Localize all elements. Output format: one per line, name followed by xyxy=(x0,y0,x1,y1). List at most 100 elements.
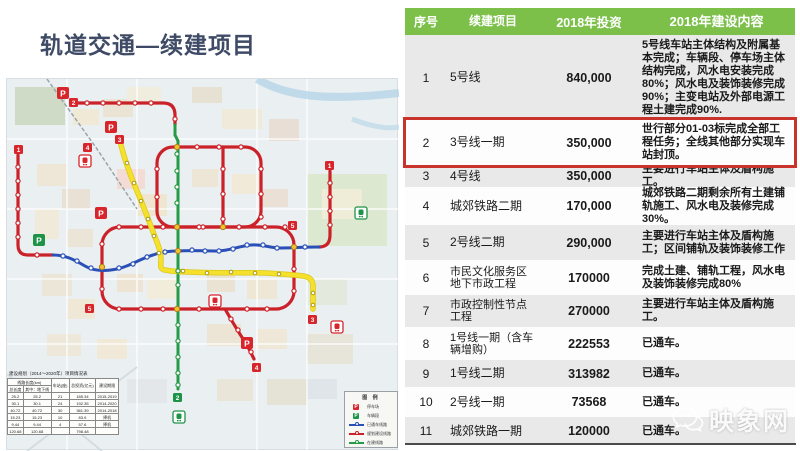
watermark-text: 映象网 xyxy=(708,408,790,436)
train-depot-icon-red xyxy=(208,294,222,308)
svg-text:5: 5 xyxy=(291,223,295,230)
inset-row: 40.72 40.72 30 361.39 2014-2018 xyxy=(7,406,119,414)
inset-row: 15.23 15.23 10 83.9 择机 xyxy=(7,413,119,421)
planned-line-swatch xyxy=(348,431,364,435)
site-watermark: 映象网 xyxy=(671,402,790,438)
header-investment: 2018年投资 xyxy=(556,16,622,30)
row-content: 5号线车站主体结构及附属基本完成；车辆段、停车场主体结构完成，风水电安装完成80… xyxy=(642,38,786,116)
svg-text:1: 1 xyxy=(17,147,21,154)
metro-line-yellow xyxy=(118,142,316,312)
svg-text:P: P xyxy=(98,209,104,219)
legend-label: 在建线路 xyxy=(367,439,383,445)
row-investment: 170000 xyxy=(568,270,610,285)
legend-item: 已通车线路 xyxy=(348,420,394,429)
row-no: 9 xyxy=(422,366,430,381)
row-investment: 120000 xyxy=(568,424,610,438)
inset-col-period: 建设期限 xyxy=(95,378,119,393)
row-investment: 170,000 xyxy=(566,199,612,213)
row-project: 城郊铁路一期 xyxy=(450,423,523,438)
header-project: 续建项目 xyxy=(468,14,517,28)
inset-row: 30.1 30.1 24 192.35 2014-2020 xyxy=(7,399,119,407)
row-content: 已通车。 xyxy=(642,395,686,408)
parking-icon-red: P xyxy=(57,87,69,99)
header-content: 2018年建设内容 xyxy=(669,14,764,29)
legend-item: 在建线路 xyxy=(348,438,394,447)
table-row: 11 城郊铁路一期 120000 已通车。 xyxy=(405,417,795,445)
legend-label: 已通车线路 xyxy=(367,421,387,427)
svg-text:P: P xyxy=(60,89,66,99)
metro-map: P P P P P 2 1 1 3 3 4 4 5 5 2 xyxy=(6,78,399,451)
table-row: 3 4号线 350,000 主要进行车站主体及盾构施工。 xyxy=(405,163,795,188)
row-investment: 73568 xyxy=(571,395,607,409)
table-row: 6 市民文化服务区地下市政工程 170000 完成土建、铺轨工程，风水电及装饰装… xyxy=(405,260,795,295)
svg-text:4: 4 xyxy=(255,365,259,372)
parking-icon-red: P xyxy=(241,337,253,349)
row-investment: 840,000 xyxy=(566,70,612,85)
parking-markers: P P P P P xyxy=(33,87,253,349)
legend-item: P 停车场 xyxy=(348,402,394,411)
table-header-row: 序号 续建项目 2018年投资 2018年建设内容 xyxy=(405,8,795,35)
legend-label: 规划建设线路 xyxy=(367,430,391,436)
parking-red-swatch: P xyxy=(353,403,359,410)
row-investment: 222553 xyxy=(568,336,610,351)
line-badge-1: 1 xyxy=(325,161,334,170)
stations-yellow xyxy=(124,160,316,308)
line-badge-2: 2 xyxy=(69,98,78,107)
depot-green-swatch: P xyxy=(353,412,359,419)
svg-text:P: P xyxy=(244,339,250,349)
svg-text:4: 4 xyxy=(86,145,90,152)
river-branch xyxy=(351,116,399,131)
row-project: 城郊铁路二期 xyxy=(450,198,523,213)
table-row: 5 2号线二期 290,000 主要进行车站主体及盾构施工；区间铺轨及装饰装修工… xyxy=(405,225,795,260)
stations-blue xyxy=(60,242,308,271)
svg-text:3: 3 xyxy=(311,317,315,324)
inset-row: 9.44 9.44 4 57.6 择机 xyxy=(7,420,119,428)
train-depot-icon-green xyxy=(354,206,368,220)
line-badge-4: 4 xyxy=(252,363,261,372)
row-no: 11 xyxy=(419,424,433,438)
row-no: 1 xyxy=(422,70,430,85)
row-no: 8 xyxy=(422,336,430,351)
row-content: 主要进行车站主体及盾构施工；区间铺轨及装饰装修工作 xyxy=(642,229,785,255)
legend-item: 规划建设线路 xyxy=(348,429,394,438)
row-no: 5 xyxy=(422,235,430,250)
row-project: 1号线二期 xyxy=(450,366,505,380)
svg-text:P: P xyxy=(108,123,114,133)
row-no: 7 xyxy=(422,304,430,318)
map-city-blocks xyxy=(15,87,387,405)
line-badge-3: 3 xyxy=(308,315,317,324)
river xyxy=(254,79,399,101)
row-content: 主要进行车站主体及盾构施工。 xyxy=(642,298,774,323)
table-row: 7 市政控制性节点工程 270000 主要进行车站主体及盾构施工。 xyxy=(405,295,795,327)
line-badge-5: 5 xyxy=(288,221,297,230)
line-badge-3: 3 xyxy=(115,135,124,144)
table-row: 8 1号线一期（含车辆增购） 222553 已通车。 xyxy=(405,327,795,360)
table-bottom-rule xyxy=(405,443,796,445)
parking-icon-green: P xyxy=(33,234,45,246)
inset-col-underground: 其中：地下线 xyxy=(22,385,52,393)
row-project: 3号线一期 xyxy=(450,135,505,149)
inset-col-total: 总长度 xyxy=(7,385,24,393)
row-content: 城郊铁路二期剩余所有土建铺轨施工、风水电及装修完成30%。 xyxy=(642,186,785,225)
inset-row: 25.2 25.2 21 185.34 2015-2019 xyxy=(7,392,119,400)
row-investment: 290,000 xyxy=(566,235,612,250)
svg-text:2: 2 xyxy=(176,395,180,402)
railway xyxy=(46,79,138,210)
row-investment: 313982 xyxy=(568,366,610,381)
table-row-highlighted: 2 3号线一期 350,000 世行部分01-03标完成全部工程任务；全线其他部… xyxy=(403,117,797,168)
table-row: 1 5号线 840,000 5号线车站主体结构及附属基本完成；车辆段、停车场主体… xyxy=(405,35,795,120)
metro-map-canvas: P P P P P 2 1 1 3 3 4 4 5 5 2 xyxy=(7,79,399,451)
table-row: 4 城郊铁路二期 170,000 城郊铁路二期剩余所有土建铺轨施工、风水电及装修… xyxy=(405,187,795,225)
row-project: 4号线 xyxy=(450,168,481,183)
row-content: 主要进行车站主体及盾构施工。 xyxy=(642,163,774,188)
row-project: 2号线一期 xyxy=(450,394,505,409)
stations-green xyxy=(174,151,181,388)
line-badges: 2 1 1 3 3 4 4 5 5 2 xyxy=(14,98,334,402)
metro-line-green xyxy=(173,123,180,391)
row-project: 市民文化服务区地下市政工程 xyxy=(450,265,527,290)
legend-item: P 车辆段 xyxy=(348,411,394,420)
inset-row: 120.68 120.68 798.48 xyxy=(7,427,119,435)
legend-label: 停车场 xyxy=(367,403,379,409)
inset-table-title: 建设规划（2014～2020年）项目情况表 xyxy=(9,371,88,376)
